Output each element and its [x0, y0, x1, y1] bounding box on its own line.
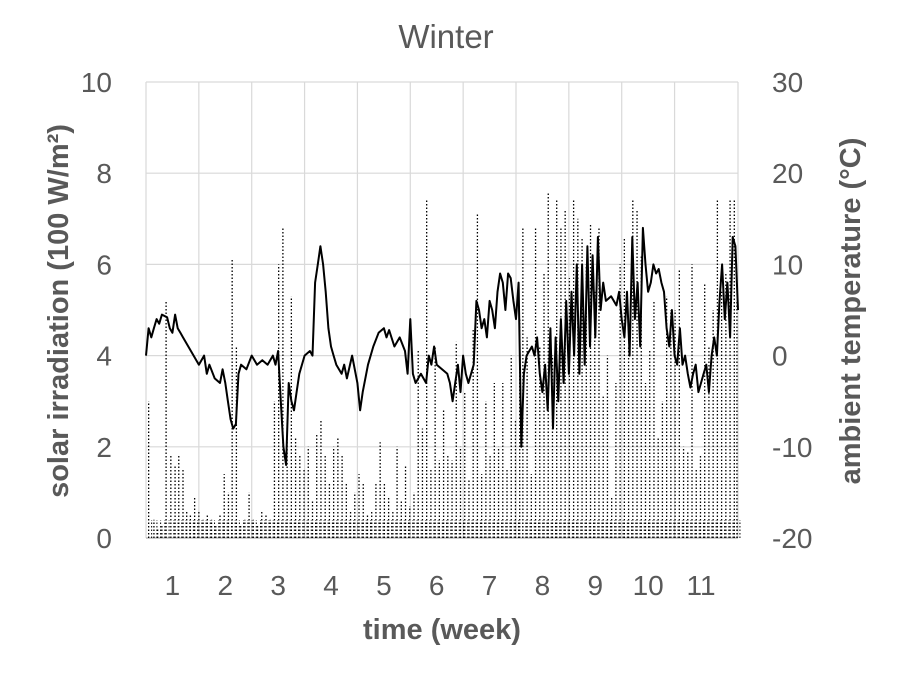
x-tick-label: 11	[686, 570, 715, 601]
y2-tick-label: -10	[772, 432, 812, 463]
chart-title: Winter	[398, 18, 493, 55]
y-tick-label: 0	[96, 523, 112, 554]
y2-tick-label: -20	[772, 523, 812, 554]
x-tick-label: 5	[376, 570, 392, 601]
y2-axis-label: ambient temperature (°C)	[835, 138, 867, 485]
x-tick-label: 7	[482, 570, 498, 601]
y-tick-label: 10	[81, 67, 112, 98]
x-tick-label: 3	[270, 570, 286, 601]
x-tick-label: 8	[535, 570, 551, 601]
x-tick-label: 1	[165, 570, 181, 601]
y-tick-label: 4	[96, 341, 112, 372]
y2-tick-label: 0	[772, 341, 788, 372]
x-tick-label: 4	[323, 570, 339, 601]
tick-labels: 0 2 4 6 8 10 -20 -10 0 10 20 30 1 2 3 4 5 6 7 8 9 10 11	[81, 67, 813, 601]
solid-series-line	[145, 226, 739, 466]
x-tick-label: 6	[429, 570, 445, 601]
gridlines	[145, 81, 739, 539]
y2-tick-label: 20	[772, 158, 803, 189]
dotted-series	[147, 191, 741, 538]
x-tick-label: 2	[217, 570, 233, 601]
y-axis-label: solar irradiation (100 W/m²)	[43, 124, 75, 498]
x-axis-label: time (week)	[363, 614, 521, 646]
x-tick-label: 9	[587, 570, 603, 601]
y2-tick-label: 30	[772, 67, 803, 98]
y-tick-label: 2	[96, 432, 112, 463]
y-tick-label: 6	[96, 249, 112, 280]
y2-tick-label: 10	[772, 249, 803, 280]
solid-series	[145, 226, 739, 466]
y-tick-label: 8	[96, 158, 112, 189]
x-tick-label: 10	[633, 570, 664, 601]
